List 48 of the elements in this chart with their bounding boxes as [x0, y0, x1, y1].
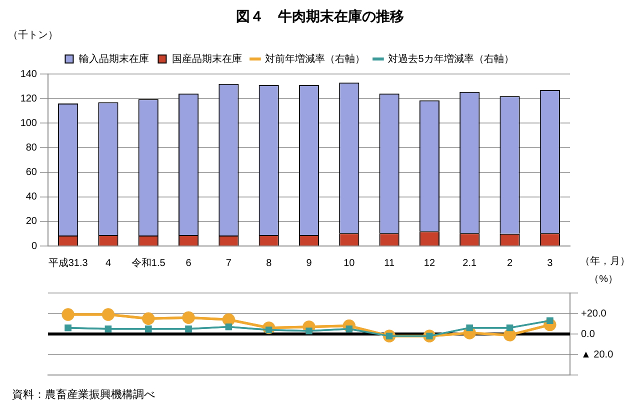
- text: 資料：農畜産業振興機構調べ: [12, 388, 156, 402]
- x-tick-label: 2.1: [462, 258, 477, 269]
- x-tick-label: 平成31.3: [48, 256, 88, 269]
- y-tick-label: 100: [20, 118, 38, 129]
- y-tick-label: 80: [26, 142, 38, 154]
- legend-label: 輸入品期末在庫: [79, 52, 150, 65]
- point: [504, 328, 516, 342]
- text: 対過去5カ年増減率（右軸）: [388, 54, 514, 65]
- point: [546, 317, 554, 324]
- y-tick-label: 20: [26, 216, 38, 228]
- x-tick-label: 11: [384, 258, 395, 269]
- x-tick-label: 10: [344, 258, 356, 269]
- x-tick-label: 2: [506, 258, 513, 269]
- y-tick-label: 120: [20, 93, 38, 104]
- x-axis-title: （年，月）: [580, 255, 630, 268]
- point: [182, 311, 195, 324]
- point: [104, 326, 112, 332]
- point: [62, 308, 74, 321]
- point: [306, 328, 312, 334]
- x-tick-label: 7: [226, 258, 232, 269]
- x-tick-label: 6: [186, 258, 192, 269]
- x-tick-label: 9: [306, 258, 312, 269]
- legend-label: 国産品期末在庫: [172, 52, 242, 65]
- y-tick-label: 40: [26, 192, 38, 203]
- point: [506, 324, 514, 332]
- point: [225, 324, 232, 330]
- point: [185, 326, 192, 332]
- y-axis-title: （千トン）: [8, 28, 58, 42]
- y-tick-label: 60: [26, 167, 38, 178]
- point: [466, 324, 473, 332]
- x-tick-label: 4: [105, 258, 112, 269]
- y-tick-label: 0: [31, 240, 38, 252]
- point: [145, 326, 152, 332]
- text: 対前年増減率（右軸）: [265, 54, 366, 65]
- chart-title: 図４ 牛肉期末在庫の推移: [235, 8, 405, 26]
- point: [142, 312, 155, 325]
- x-tick-label: 令和1.5: [131, 256, 166, 269]
- point: [222, 313, 235, 326]
- x-tick-label: 8: [266, 258, 272, 269]
- y-tick-label: 140: [20, 68, 38, 80]
- y-tick-label: +20.0: [581, 308, 607, 320]
- x-tick-label: 12: [424, 258, 436, 269]
- point: [64, 324, 72, 332]
- x-tick-label: 3: [547, 258, 554, 269]
- y-tick-label: 0.0: [581, 328, 596, 340]
- y-tick-label: ▲ 20.0: [581, 349, 614, 360]
- point: [102, 308, 114, 321]
- y-axis-title: （%）: [589, 273, 618, 286]
